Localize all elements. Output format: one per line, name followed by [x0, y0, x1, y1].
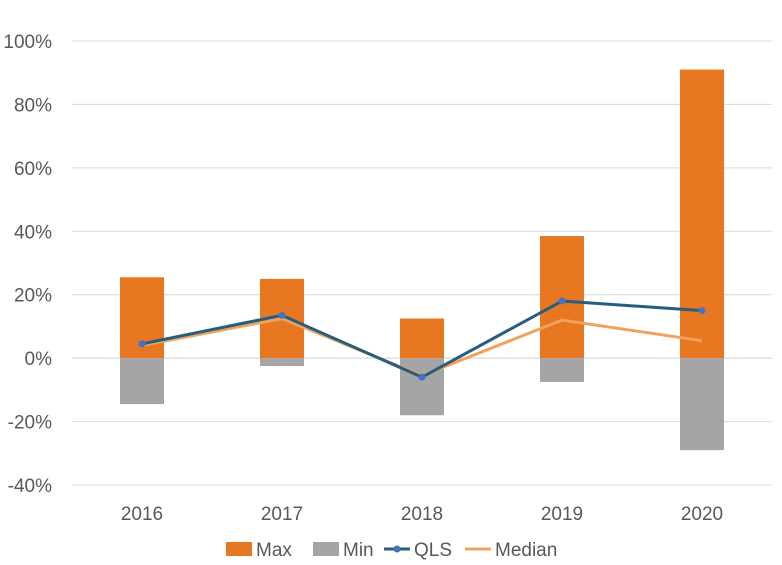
y-tick-label: 0%	[25, 349, 53, 370]
legend-swatch	[313, 542, 339, 556]
y-tick-label: -20%	[8, 413, 52, 434]
y-tick-label: 60%	[14, 159, 52, 180]
gridlines	[72, 40, 772, 486]
lines	[138, 297, 706, 381]
point-qls-2018	[418, 373, 426, 381]
bar-min-2018	[400, 358, 444, 416]
y-tick-label: 80%	[14, 95, 52, 116]
bars	[120, 69, 724, 451]
legend-item-qls: QLS	[384, 540, 452, 561]
y-tick-label: 40%	[14, 222, 52, 243]
legend-item-min: Min	[313, 540, 374, 561]
x-tick-label: 2016	[121, 504, 163, 525]
bar-min-2020	[680, 358, 724, 451]
x-tick-label: 2017	[261, 504, 303, 525]
bar-min-2016	[120, 358, 164, 405]
y-tick-label: 100%	[3, 32, 52, 53]
y-tick-label: -40%	[8, 476, 52, 497]
legend: Max Min QLS Median	[226, 540, 557, 561]
legend-item-median: Median	[465, 540, 557, 561]
x-axis-tick-labels: 2016 2017 2018 2019 2020	[121, 504, 723, 525]
legend-label: Max	[256, 540, 292, 561]
legend-label: Median	[495, 540, 557, 561]
legend-label: QLS	[414, 540, 452, 561]
legend-label: Min	[343, 540, 374, 561]
bar-max-2020	[680, 69, 724, 359]
legend-marker	[393, 545, 401, 553]
point-qls-2020	[698, 307, 706, 315]
y-tick-label: 20%	[14, 286, 52, 307]
bar-max-2018	[400, 318, 444, 359]
legend-item-max: Max	[226, 540, 292, 561]
x-tick-label: 2020	[681, 504, 723, 525]
x-tick-label: 2019	[541, 504, 583, 525]
x-tick-label: 2018	[401, 504, 443, 525]
bar-max-2019	[540, 236, 584, 359]
bar-min-2017	[260, 358, 304, 367]
legend-swatch	[226, 542, 252, 556]
point-qls-2016	[138, 340, 146, 348]
point-qls-2019	[558, 297, 566, 305]
y-axis-tick-labels: -40% -20% 0% 20% 40% 60% 80% 100%	[3, 32, 52, 497]
bar-min-2019	[540, 358, 584, 382]
point-qls-2017	[278, 311, 286, 319]
